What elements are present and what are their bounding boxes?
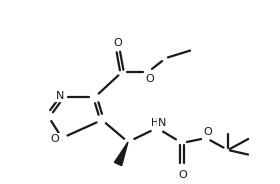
Text: N: N bbox=[158, 118, 166, 128]
Text: O: O bbox=[179, 170, 187, 180]
Text: O: O bbox=[51, 134, 59, 144]
Text: H: H bbox=[151, 118, 159, 128]
Text: O: O bbox=[114, 38, 122, 48]
Polygon shape bbox=[114, 142, 128, 166]
Text: O: O bbox=[204, 127, 212, 137]
Text: N: N bbox=[56, 91, 64, 101]
Text: O: O bbox=[146, 74, 154, 84]
